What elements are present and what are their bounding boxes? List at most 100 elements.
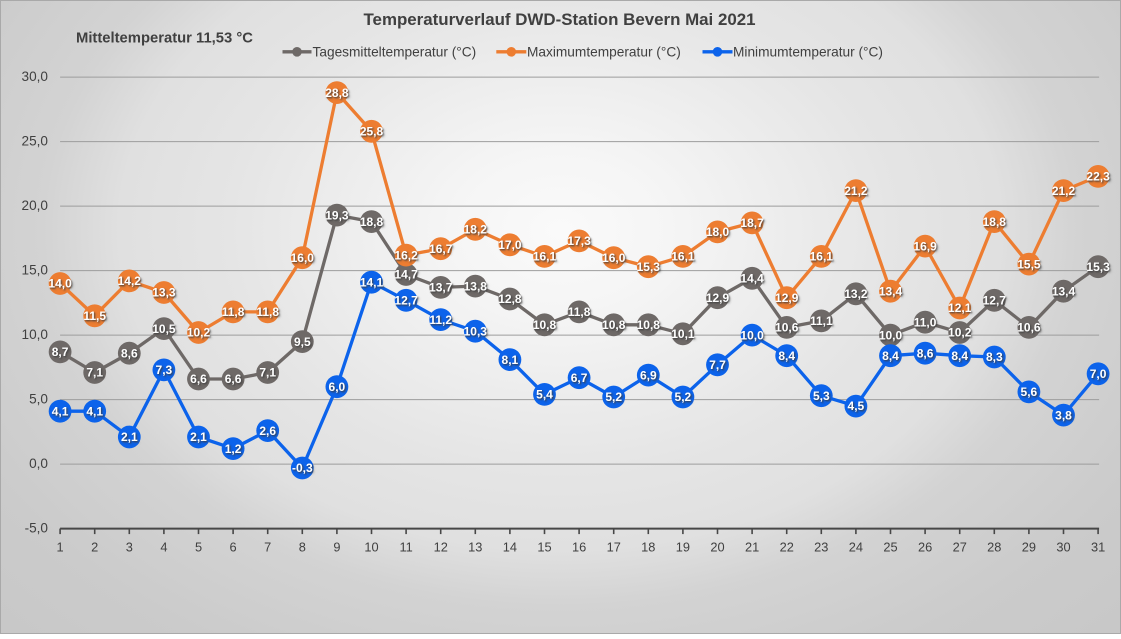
svg-text:-0,3: -0,3 bbox=[292, 461, 313, 475]
svg-text:18,7: 18,7 bbox=[740, 216, 764, 230]
svg-text:20,0: 20,0 bbox=[22, 198, 49, 213]
svg-text:16,1: 16,1 bbox=[671, 250, 695, 264]
svg-text:17: 17 bbox=[607, 539, 621, 554]
svg-text:14,2: 14,2 bbox=[118, 274, 142, 288]
svg-text:16,2: 16,2 bbox=[394, 248, 418, 262]
svg-text:21,2: 21,2 bbox=[844, 184, 868, 198]
svg-text:4,1: 4,1 bbox=[86, 404, 103, 418]
svg-text:27: 27 bbox=[953, 539, 967, 554]
svg-text:5: 5 bbox=[195, 539, 202, 554]
svg-text:22: 22 bbox=[780, 539, 794, 554]
svg-text:5,4: 5,4 bbox=[536, 388, 553, 402]
svg-text:Maximumtemperatur (°C): Maximumtemperatur (°C) bbox=[527, 44, 681, 59]
svg-text:15,0: 15,0 bbox=[22, 263, 49, 278]
svg-text:8,1: 8,1 bbox=[502, 353, 519, 367]
svg-text:21,2: 21,2 bbox=[1052, 184, 1076, 198]
svg-text:20: 20 bbox=[710, 539, 724, 554]
svg-text:16,1: 16,1 bbox=[810, 250, 834, 264]
svg-text:25,8: 25,8 bbox=[360, 125, 384, 139]
svg-text:13,7: 13,7 bbox=[429, 281, 453, 295]
svg-text:3,8: 3,8 bbox=[1055, 408, 1072, 422]
svg-text:16,0: 16,0 bbox=[291, 251, 315, 265]
svg-text:10,8: 10,8 bbox=[637, 318, 661, 332]
svg-text:9,5: 9,5 bbox=[294, 335, 311, 349]
svg-text:8: 8 bbox=[299, 539, 306, 554]
svg-text:5,6: 5,6 bbox=[1021, 385, 1038, 399]
svg-text:15: 15 bbox=[537, 539, 551, 554]
svg-text:10,2: 10,2 bbox=[948, 326, 972, 340]
svg-text:11: 11 bbox=[399, 539, 412, 554]
svg-text:13,4: 13,4 bbox=[1052, 284, 1076, 298]
svg-text:16: 16 bbox=[572, 539, 586, 554]
svg-text:11,1: 11,1 bbox=[810, 314, 833, 328]
svg-text:18: 18 bbox=[641, 539, 655, 554]
svg-text:11,8: 11,8 bbox=[222, 305, 245, 319]
svg-text:11,8: 11,8 bbox=[568, 305, 591, 319]
svg-text:1: 1 bbox=[57, 539, 64, 554]
svg-text:10,8: 10,8 bbox=[602, 318, 626, 332]
svg-text:10: 10 bbox=[364, 539, 378, 554]
svg-text:5,3: 5,3 bbox=[813, 389, 830, 403]
svg-text:-5,0: -5,0 bbox=[25, 521, 49, 536]
svg-text:8,4: 8,4 bbox=[882, 349, 899, 363]
svg-text:11,5: 11,5 bbox=[83, 309, 106, 323]
svg-text:7,1: 7,1 bbox=[259, 366, 276, 380]
svg-text:8,4: 8,4 bbox=[951, 349, 968, 363]
svg-text:8,6: 8,6 bbox=[121, 346, 138, 360]
svg-text:14,1: 14,1 bbox=[360, 275, 384, 289]
svg-text:5,0: 5,0 bbox=[29, 392, 48, 407]
svg-text:10,6: 10,6 bbox=[775, 321, 799, 335]
svg-text:2: 2 bbox=[91, 539, 98, 554]
svg-text:14: 14 bbox=[503, 539, 517, 554]
svg-text:11,2: 11,2 bbox=[429, 313, 452, 327]
svg-text:28,8: 28,8 bbox=[325, 86, 349, 100]
svg-text:4,5: 4,5 bbox=[848, 399, 865, 413]
svg-text:Minimumtemperatur (°C): Minimumtemperatur (°C) bbox=[733, 44, 883, 59]
svg-text:17,0: 17,0 bbox=[498, 238, 522, 252]
svg-text:10,6: 10,6 bbox=[1017, 321, 1041, 335]
svg-text:14,4: 14,4 bbox=[740, 272, 764, 286]
svg-text:25: 25 bbox=[883, 539, 897, 554]
svg-text:24: 24 bbox=[849, 539, 863, 554]
svg-text:Tagesmitteltemperatur (°C): Tagesmitteltemperatur (°C) bbox=[313, 44, 477, 59]
svg-text:10,0: 10,0 bbox=[22, 327, 49, 342]
svg-text:31: 31 bbox=[1091, 539, 1105, 554]
svg-text:3: 3 bbox=[126, 539, 133, 554]
svg-text:16,0: 16,0 bbox=[602, 251, 626, 265]
svg-text:10,5: 10,5 bbox=[152, 322, 176, 336]
svg-text:Mitteltemperatur 11,53 °C: Mitteltemperatur 11,53 °C bbox=[76, 31, 253, 47]
svg-text:13,8: 13,8 bbox=[464, 279, 488, 293]
svg-text:4: 4 bbox=[160, 539, 167, 554]
svg-text:2,1: 2,1 bbox=[121, 430, 138, 444]
svg-text:10,3: 10,3 bbox=[464, 324, 488, 338]
svg-text:17,3: 17,3 bbox=[567, 234, 591, 248]
svg-text:2,1: 2,1 bbox=[190, 430, 207, 444]
svg-text:30: 30 bbox=[1056, 539, 1070, 554]
svg-text:2,6: 2,6 bbox=[259, 424, 276, 438]
svg-text:13,2: 13,2 bbox=[844, 287, 868, 301]
svg-text:12,7: 12,7 bbox=[983, 294, 1007, 308]
svg-text:6,6: 6,6 bbox=[225, 372, 242, 386]
svg-text:14,0: 14,0 bbox=[48, 277, 72, 291]
svg-text:7,7: 7,7 bbox=[709, 358, 726, 372]
svg-text:5,2: 5,2 bbox=[675, 390, 692, 404]
svg-text:10,0: 10,0 bbox=[879, 328, 903, 342]
svg-text:6: 6 bbox=[230, 539, 237, 554]
svg-text:25,0: 25,0 bbox=[22, 134, 49, 149]
svg-text:12,8: 12,8 bbox=[498, 292, 522, 306]
svg-text:15,3: 15,3 bbox=[637, 260, 661, 274]
svg-text:13: 13 bbox=[468, 539, 482, 554]
svg-text:12,1: 12,1 bbox=[948, 301, 972, 315]
svg-text:8,3: 8,3 bbox=[986, 350, 1003, 364]
svg-text:15,5: 15,5 bbox=[1017, 257, 1041, 271]
svg-text:29: 29 bbox=[1022, 539, 1036, 554]
svg-text:5,2: 5,2 bbox=[605, 390, 622, 404]
svg-text:15,3: 15,3 bbox=[1086, 260, 1110, 274]
svg-text:30,0: 30,0 bbox=[22, 69, 49, 84]
svg-text:16,7: 16,7 bbox=[429, 242, 453, 256]
svg-text:10,2: 10,2 bbox=[187, 326, 211, 340]
svg-text:22,3: 22,3 bbox=[1086, 170, 1110, 184]
svg-text:12,9: 12,9 bbox=[775, 291, 799, 305]
svg-text:18,2: 18,2 bbox=[464, 223, 488, 237]
svg-text:12: 12 bbox=[434, 539, 448, 554]
